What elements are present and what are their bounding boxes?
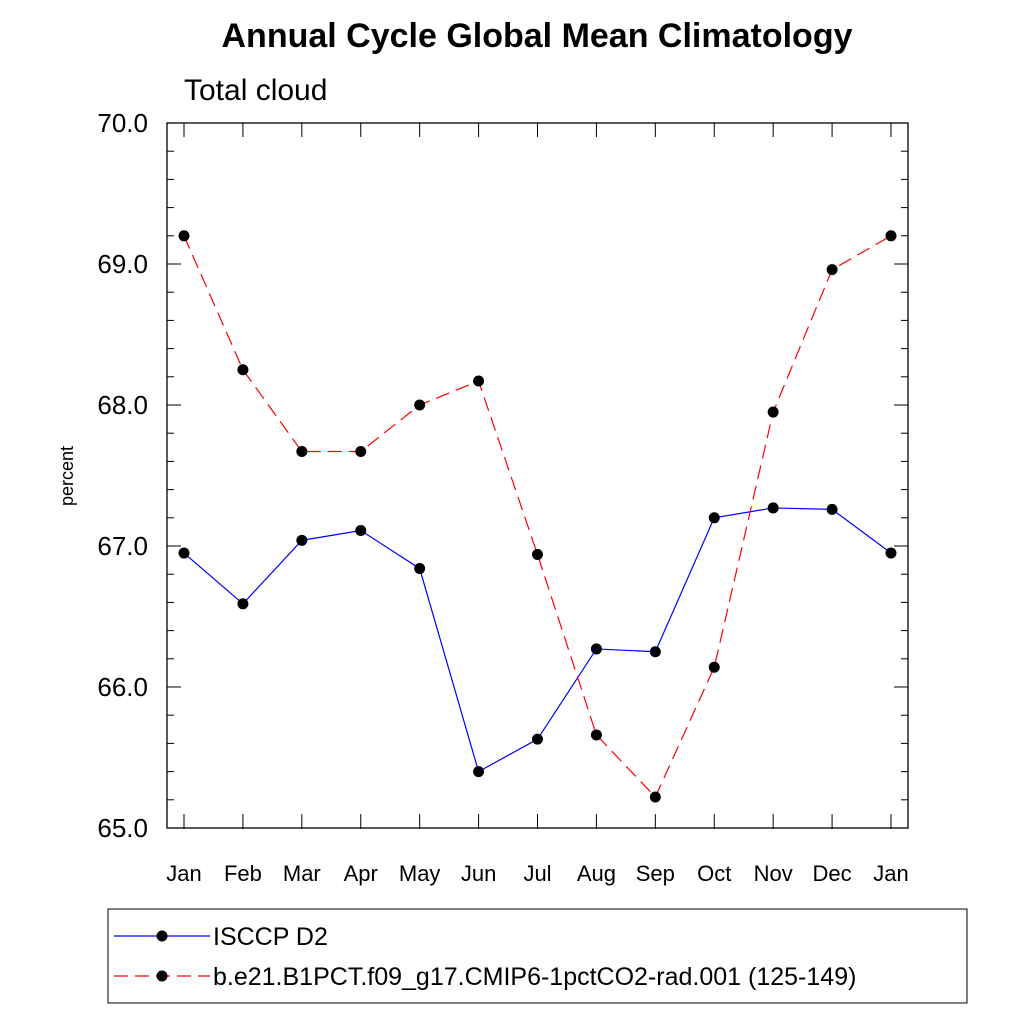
x-tick-label: Mar [283, 861, 321, 886]
series-line-0 [183, 507, 892, 773]
legend-marker [156, 930, 168, 942]
data-point [237, 364, 249, 376]
legend-label: ISCCP D2 [213, 923, 328, 951]
x-tick-label: Dec [813, 861, 852, 886]
data-point [355, 446, 367, 458]
x-tick-label: Jan [873, 861, 908, 886]
x-tick-label: Jul [523, 861, 551, 886]
data-point [767, 502, 779, 514]
y-tick-label: 67.0 [97, 531, 148, 561]
data-point [178, 230, 190, 242]
data-point [649, 646, 661, 658]
x-tick-label: Sep [636, 861, 675, 886]
data-point [237, 598, 249, 610]
data-point [296, 446, 308, 458]
x-tick-label: Jan [166, 861, 201, 886]
x-tick-label: Nov [754, 861, 793, 886]
y-tick-label: 66.0 [97, 672, 148, 702]
data-point [826, 503, 838, 515]
y-tick-label: 68.0 [97, 390, 148, 420]
x-tick-label: Aug [577, 861, 616, 886]
x-tick-label: Apr [344, 861, 378, 886]
data-point [708, 512, 720, 524]
data-point [473, 766, 485, 778]
series-line-1 [183, 235, 892, 799]
y-tick-label: 69.0 [97, 249, 148, 279]
data-point [414, 399, 426, 411]
x-tick-label: Jun [461, 861, 496, 886]
data-point [649, 791, 661, 803]
legend-label: b.e21.B1PCT.f09_g17.CMIP6-1pctCO2-rad.00… [213, 963, 856, 991]
data-point [885, 230, 897, 242]
y-axis-label: percent [57, 446, 77, 506]
data-point [590, 729, 602, 741]
data-point [473, 375, 485, 387]
data-point [708, 661, 720, 673]
data-point [414, 563, 426, 575]
data-point [296, 534, 308, 546]
x-tick-label: Oct [697, 861, 731, 886]
data-point [355, 524, 367, 536]
x-tick-label: May [399, 861, 441, 886]
data-point [532, 733, 543, 745]
data-point [826, 264, 838, 276]
data-point [767, 406, 779, 418]
legend-box [107, 908, 968, 1004]
plot-frame [166, 122, 909, 829]
data-point [590, 643, 602, 655]
chart-title: Annual Cycle Global Mean Climatology [222, 17, 853, 55]
data-point [178, 547, 190, 559]
y-tick-label: 70.0 [97, 108, 148, 138]
chart-subtitle: Total cloud [184, 74, 327, 107]
data-point [885, 547, 897, 559]
legend-marker [156, 970, 168, 982]
data-point [532, 548, 543, 560]
x-tick-label: Feb [224, 861, 262, 886]
y-tick-label: 65.0 [97, 813, 148, 843]
